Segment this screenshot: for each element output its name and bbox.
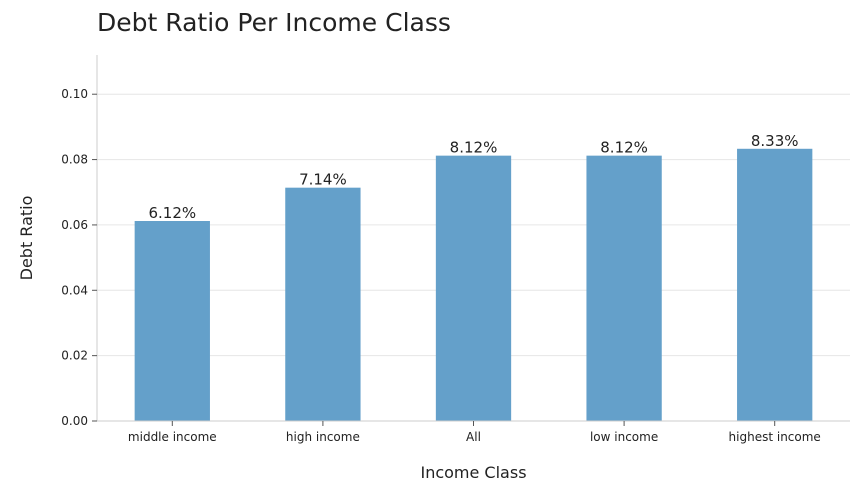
x-tick-label: All <box>466 430 481 444</box>
y-axis-title: Debt Ratio <box>17 196 36 281</box>
data-label: 8.33% <box>751 132 799 150</box>
bar <box>737 148 813 421</box>
y-ticks: 0.00 0.02 0.04 0.06 0.08 0.10 <box>61 87 97 428</box>
bar <box>134 221 210 421</box>
y-tick-label: 0.06 <box>61 218 88 232</box>
y-tick-label: 0.04 <box>61 283 88 297</box>
data-labels: 6.12% 7.14% 8.12% 8.12% 8.33% <box>148 132 798 222</box>
y-tick-label: 0.08 <box>61 153 88 167</box>
x-tick-label: low income <box>590 430 658 444</box>
y-tick-label: 0.00 <box>61 414 88 428</box>
bar <box>435 155 512 421</box>
data-label: 7.14% <box>299 171 347 189</box>
x-tick-label: highest income <box>729 430 821 444</box>
data-label: 6.12% <box>148 204 196 222</box>
x-axis-title: Income Class <box>420 463 526 482</box>
bar <box>285 187 361 421</box>
y-tick-label: 0.10 <box>61 87 88 101</box>
x-tick-label: high income <box>286 430 360 444</box>
x-ticks: middle income high income All low income hig… <box>128 421 821 444</box>
data-label: 8.12% <box>450 139 498 157</box>
y-tick-label: 0.02 <box>61 349 88 363</box>
chart-title: Debt Ratio Per Income Class <box>97 8 451 37</box>
x-tick-label: middle income <box>128 430 217 444</box>
data-label: 8.12% <box>600 139 648 157</box>
bars <box>134 148 813 421</box>
bar <box>586 155 662 421</box>
